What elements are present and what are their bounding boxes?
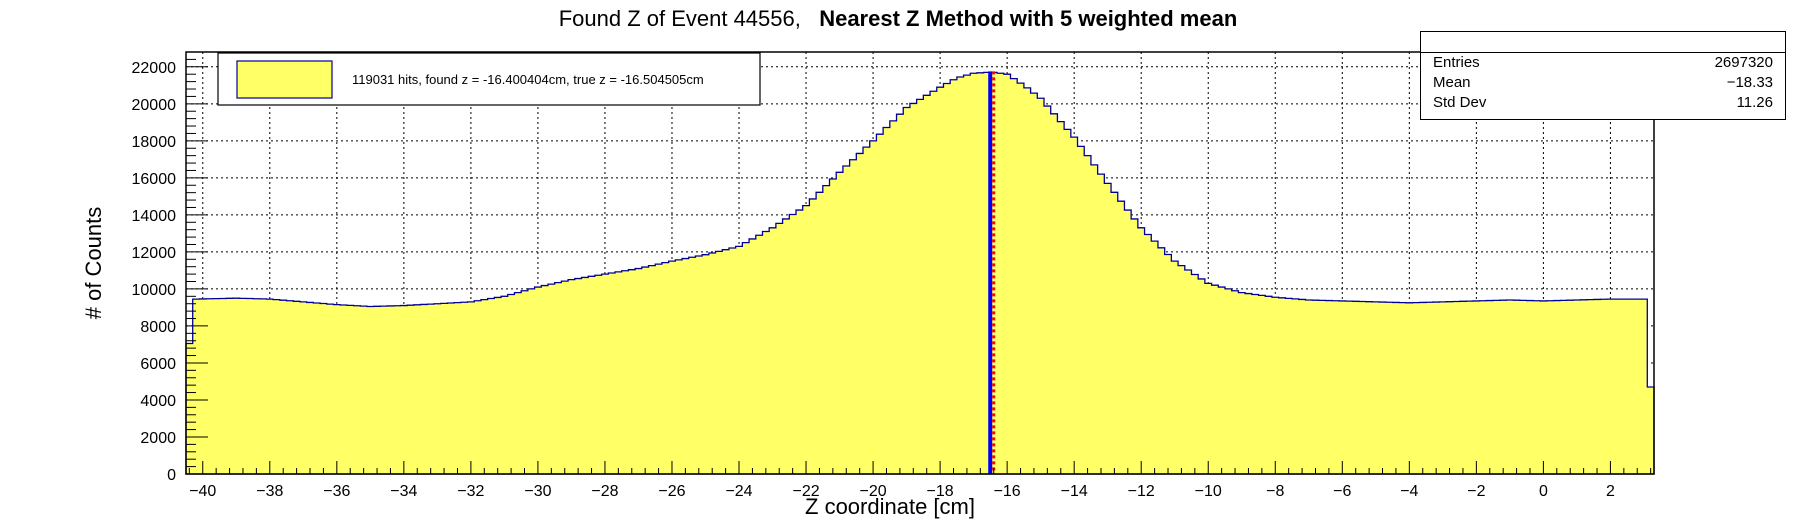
stats-header <box>1421 32 1785 53</box>
stats-value: −18.33 <box>1726 74 1773 91</box>
x-tick-label: −28 <box>591 483 618 500</box>
x-tick-label: −2 <box>1467 483 1485 500</box>
y-tick-label: 18000 <box>132 134 177 151</box>
y-tick-label: 4000 <box>140 393 176 410</box>
x-tick-labels: −40 −38 −36 −34 −32 −30 −28 −26 −24 −22 −20 −18 −16−… <box>189 483 1615 500</box>
histogram-area <box>185 71 1655 475</box>
chart-title-bold: Nearest Z Method with 5 weighted mean <box>819 6 1238 31</box>
x-tick-label: −26 <box>658 483 685 500</box>
chart-title-prefix: Found Z of Event 44556, <box>558 6 820 31</box>
y-tick-label: 14000 <box>132 208 177 225</box>
x-tick-label: 0 <box>1539 483 1548 500</box>
stats-key: Std Dev <box>1433 94 1487 111</box>
x-tick-label: −20 <box>860 483 887 500</box>
stats-row-std-dev: Std Dev 11.26 <box>1421 93 1785 113</box>
legend-entry-label: 119031 hits, found z = -16.400404cm, tru… <box>352 72 704 87</box>
x-tick-label: 2 <box>1606 483 1615 500</box>
y-axis-label: # of Counts <box>81 207 106 320</box>
x-tick-label: −24 <box>725 483 752 500</box>
x-axis-label: Z coordinate [cm] <box>805 494 975 519</box>
x-tick-label: −6 <box>1333 483 1351 500</box>
x-tick-label: −34 <box>390 483 417 500</box>
x-tick-label: −10 <box>1195 483 1222 500</box>
x-tick-label: −40 <box>189 483 216 500</box>
x-tick-label: −22 <box>792 483 819 500</box>
stats-row-mean: Mean −18.33 <box>1421 73 1785 93</box>
legend-swatch <box>236 60 333 99</box>
plot-frame <box>185 51 1655 475</box>
x-tick-label: −16 <box>994 483 1021 500</box>
x-tick-label: −4 <box>1400 483 1418 500</box>
x-tick-label: −8 <box>1266 483 1284 500</box>
y-tick-label: 12000 <box>132 245 177 262</box>
z-marker-lines <box>988 71 996 474</box>
y-tick-label: 10000 <box>132 282 177 299</box>
stats-key: Entries <box>1433 54 1480 71</box>
chart-title: Found Z of Event 44556, Nearest Z Method… <box>0 6 1796 32</box>
x-tick-label: −38 <box>256 483 283 500</box>
x-tick-label: −32 <box>457 483 484 500</box>
y-tick-label: 6000 <box>140 356 176 373</box>
stats-box: Entries 2697320 Mean −18.33 Std Dev 11.2… <box>1420 31 1786 120</box>
stats-value: 11.26 <box>1736 94 1773 111</box>
y-tick-label: 16000 <box>132 171 177 188</box>
x-tick-label: −14 <box>1061 483 1088 500</box>
legend-box: 119031 hits, found z = -16.400404cm, tru… <box>217 52 761 106</box>
y-tick-label: 20000 <box>132 97 177 114</box>
histogram-bars <box>185 71 1655 475</box>
x-tick-label: −12 <box>1128 483 1155 500</box>
x-tick-label: −18 <box>927 483 954 500</box>
stats-row-entries: Entries 2697320 <box>1421 53 1785 73</box>
y-tick-label: 0 <box>167 467 176 484</box>
stats-key: Mean <box>1433 74 1471 91</box>
x-tick-label: −30 <box>524 483 551 500</box>
y-tick-label: 22000 <box>132 60 177 77</box>
x-tick-label: −36 <box>323 483 350 500</box>
y-tick-label: 2000 <box>140 430 176 447</box>
stats-value: 2697320 <box>1714 54 1773 71</box>
axis-ticks <box>186 58 1652 475</box>
y-tick-label: 8000 <box>140 319 176 336</box>
y-tick-labels: 0 2000 4000 6000 8000 10000 12000 14000 16000 180… <box>132 60 177 484</box>
